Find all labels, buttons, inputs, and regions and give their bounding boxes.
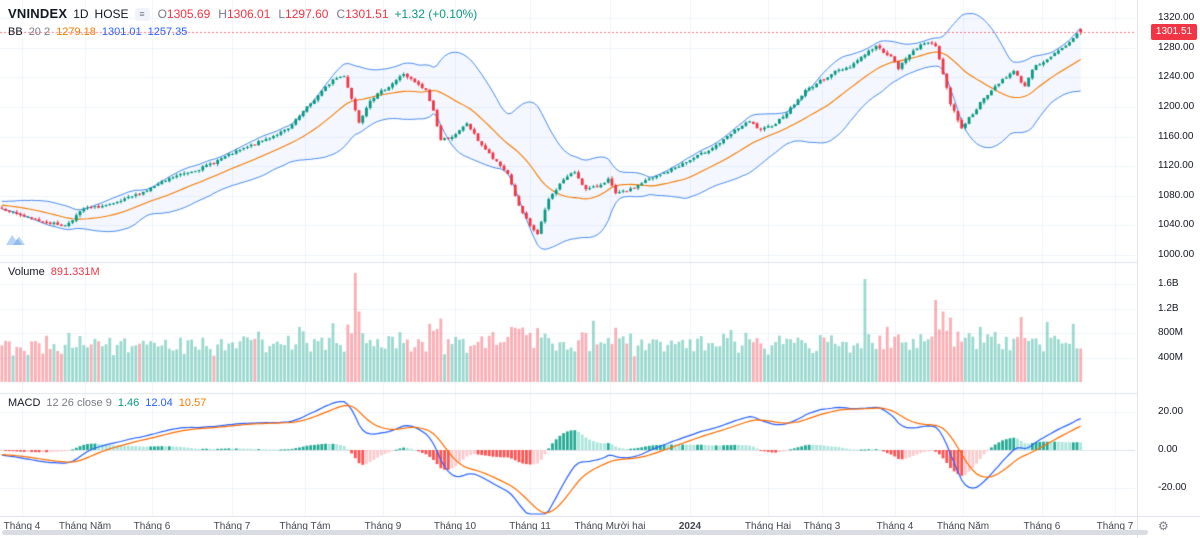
time-tick-label: Tháng 3: [803, 521, 841, 532]
time-tick-label: Tháng 11: [509, 521, 551, 532]
macd-params: 12 26 close 9: [46, 397, 112, 409]
time-tick-label: Tháng Hai: [744, 521, 792, 532]
macd-name: MACD: [8, 397, 41, 409]
axis-tick-label: 1280.00: [1158, 41, 1195, 53]
bb-upper-value: 1301.01: [101, 26, 142, 38]
axis-tick-label: 1120.00: [1158, 160, 1194, 172]
axis-tick-label: 1160.00: [1158, 130, 1194, 142]
axis-tick-label: 1.6B: [1158, 278, 1179, 289]
symbol-name[interactable]: VNINDEX: [8, 6, 68, 21]
time-tick-label: Tháng 9: [364, 521, 402, 532]
time-tick-label: 2024: [678, 521, 702, 532]
axis-tick-label: -20.00: [1158, 482, 1187, 493]
axis-tick-label: 0.00: [1158, 444, 1178, 455]
axis-tick-label: 1.2B: [1158, 302, 1179, 314]
price-axis[interactable]: 1301.51 1320.00 1280.00 1240.00 1200.00 1160…: [1137, 0, 1200, 538]
axis-separator: [1137, 0, 1138, 538]
bb-name: BB: [8, 26, 23, 38]
volume-legend[interactable]: Volume 891.331M: [8, 266, 100, 278]
macd-hist-value: 1.46: [117, 397, 140, 409]
time-tick-label: Tháng 10: [433, 521, 477, 532]
axis-tick-label: 1240.00: [1158, 71, 1195, 83]
axis-tick-label: 1080.00: [1158, 189, 1195, 201]
macd-line-value: 12.04: [145, 397, 173, 409]
time-tick-label: Tháng 7: [213, 521, 251, 532]
axis-tick-label: 400M: [1158, 351, 1184, 363]
axis-tick-label: 1320.00: [1158, 12, 1195, 24]
last-price-badge: 1301.51: [1151, 24, 1197, 41]
axis-tick-label: 1040.00: [1158, 219, 1195, 231]
ohlc-low: L1297.60: [278, 7, 329, 21]
ohlc-open: O1305.69: [157, 7, 211, 21]
horizontal-scrollbar[interactable]: [2, 530, 1148, 535]
time-tick-label: Tháng Tám: [279, 521, 331, 532]
axis-tick-label: 800M: [1158, 327, 1184, 338]
time-tick-label: Tháng 6: [1023, 521, 1061, 532]
instrument-menu-icon[interactable]: ≡: [134, 8, 150, 21]
time-tick-label: Tháng Năm: [936, 521, 990, 532]
axis-tick-label: 1000.00: [1158, 248, 1195, 260]
time-tick-label: Tháng Mười hai: [574, 521, 646, 532]
exchange-label[interactable]: HOSE: [94, 7, 129, 21]
time-tick-label: Tháng 6: [133, 521, 171, 532]
axis-settings-gear-icon[interactable]: ⚙: [1158, 519, 1169, 533]
bb-params: 20 2: [28, 26, 51, 38]
exchange-logo-icon: [6, 231, 26, 251]
macd-legend[interactable]: MACD 12 26 close 9 1.46 12.04 10.57: [8, 397, 206, 409]
axis-tick-label: 20.00: [1158, 406, 1184, 417]
symbol-legend: VNINDEX 1D HOSE ≡ O1305.69 H1306.01 L129…: [8, 6, 477, 22]
ohlc-close: C1301.51: [336, 7, 389, 21]
change-value: +1.32 (+0.10%): [394, 7, 478, 21]
macd-signal-value: 10.57: [178, 397, 207, 409]
time-tick-label: Tháng Năm: [58, 521, 112, 532]
volume-name: Volume: [8, 266, 45, 278]
time-tick-label: Tháng 4: [876, 521, 914, 532]
interval-label[interactable]: 1D: [73, 7, 89, 21]
bb-basis-value: 1279.18: [56, 26, 96, 38]
time-tick-label: Tháng 4: [3, 521, 41, 532]
axis-tick-label: 1200.00: [1158, 101, 1195, 112]
time-tick-label: Tháng 7: [1096, 521, 1134, 532]
bb-legend[interactable]: BB 20 2 1279.18 1301.01 1257.35: [8, 26, 187, 38]
bb-lower-value: 1257.35: [147, 26, 188, 38]
ohlc-high: H1306.01: [218, 7, 271, 21]
volume-value: 891.331M: [50, 266, 100, 278]
